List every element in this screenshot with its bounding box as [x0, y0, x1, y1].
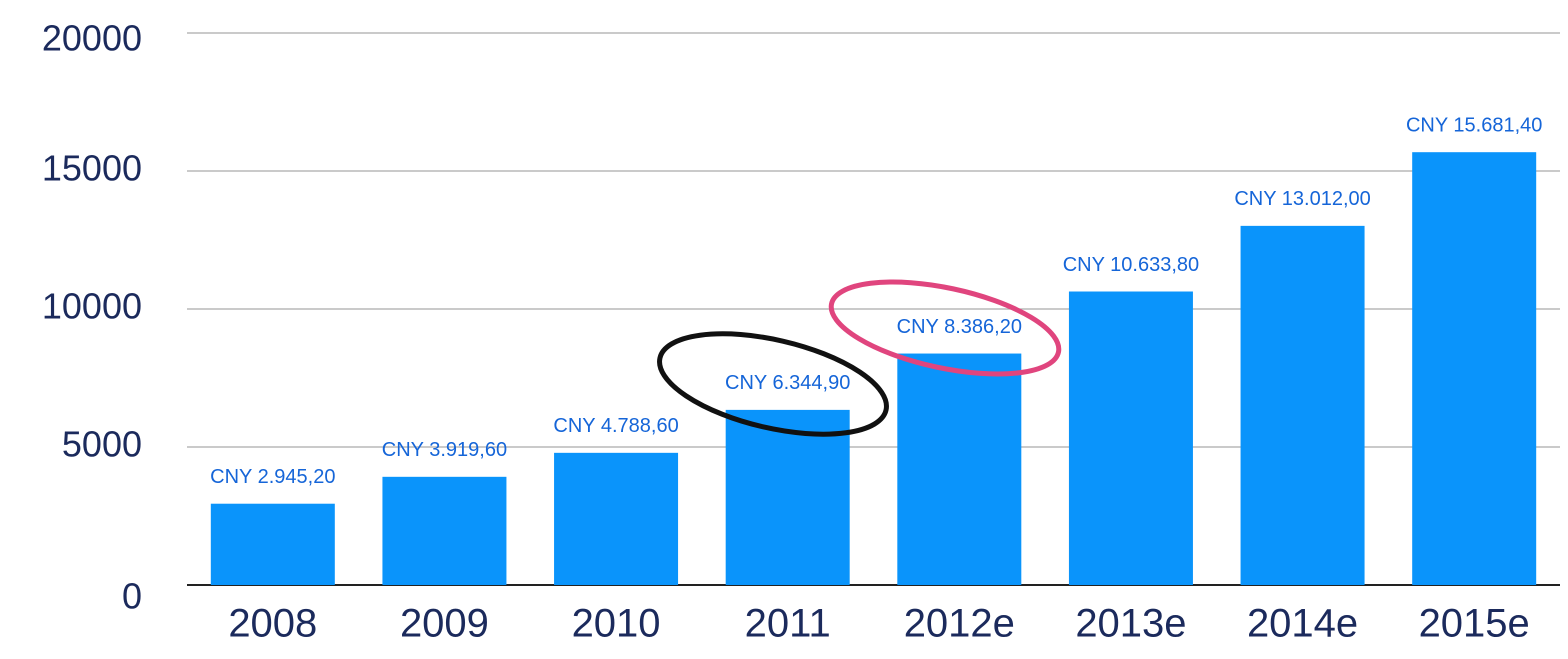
- bar: [1068, 291, 1193, 585]
- bar: [1412, 152, 1537, 585]
- y-tick-label: 10000: [42, 286, 142, 327]
- x-tick-label: 2012e: [904, 602, 1015, 646]
- bar: [897, 353, 1022, 585]
- annotation-circle: [657, 331, 889, 437]
- bar: [725, 409, 850, 585]
- value-label: CNY 4.788,60: [553, 415, 678, 437]
- bar: [1240, 225, 1365, 585]
- value-label: CNY 2.945,20: [210, 466, 335, 488]
- value-label: CNY 6.344,90: [725, 372, 850, 394]
- value-label: CNY 10.633,80: [1063, 254, 1199, 276]
- y-tick-label: 15000: [42, 148, 142, 189]
- y-tick-label: 0: [122, 576, 142, 617]
- annotation-circle: [828, 279, 1062, 377]
- x-tick-label: 2015e: [1419, 602, 1530, 646]
- bar: [210, 503, 335, 585]
- bar: [382, 476, 507, 585]
- x-tick-label: 2008: [228, 602, 317, 646]
- value-label: CNY 3.919,60: [382, 439, 507, 461]
- y-tick-label: 5000: [62, 424, 142, 465]
- value-label: CNY 15.681,40: [1406, 114, 1542, 136]
- plot-area: 0 5000 10000 15000 20000 CNY 2.945,20 2008 CNY …: [42, 18, 1560, 646]
- x-tick-label: 2009: [400, 602, 489, 646]
- value-label: CNY 8.386,20: [897, 316, 1022, 338]
- x-tick-label: 2010: [572, 602, 661, 646]
- x-tick-label: 2014e: [1247, 602, 1358, 646]
- y-tick-label: 20000: [42, 18, 142, 59]
- x-tick-label: 2011: [745, 602, 831, 646]
- bar: [554, 452, 679, 585]
- value-label: CNY 13.012,00: [1234, 188, 1370, 210]
- x-tick-label: 2013e: [1075, 602, 1186, 646]
